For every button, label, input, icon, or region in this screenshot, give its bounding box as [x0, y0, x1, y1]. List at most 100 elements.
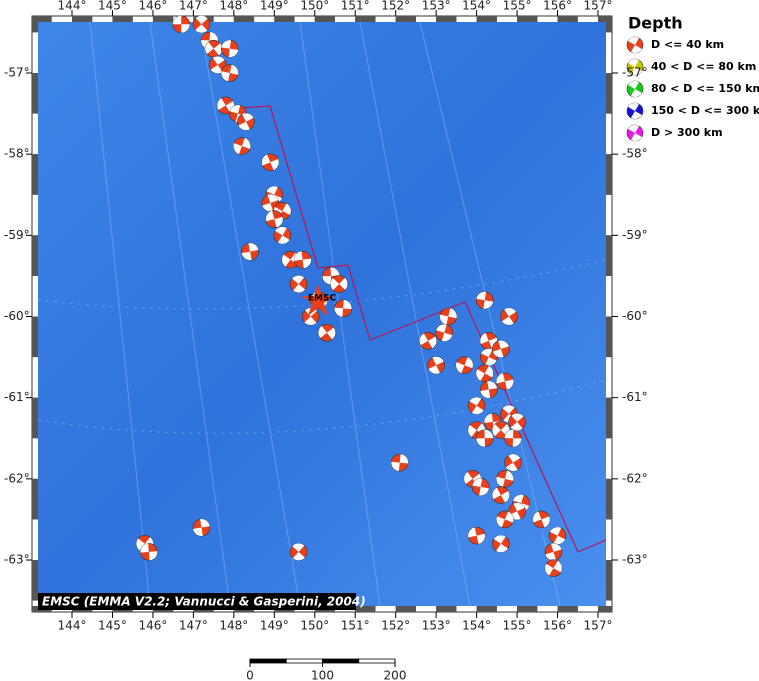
frame-segment	[476, 16, 497, 22]
beachball-quadrants	[205, 42, 223, 56]
beachball-quadrants	[496, 470, 514, 488]
beachball-quadrants	[221, 64, 239, 82]
lat-label-left: -60°	[4, 309, 30, 323]
beachball-quadrants	[480, 332, 498, 349]
legend-label: 80 < D <= 150 km	[651, 82, 759, 95]
frame-segment	[32, 235, 38, 276]
scale-segment	[358, 658, 396, 664]
station-star	[302, 284, 334, 316]
beachball-quadrants	[480, 381, 498, 399]
frame-segment	[517, 606, 538, 612]
focal-mechanism	[548, 526, 567, 545]
legend-symbol	[626, 124, 644, 142]
lon-label-bottom: 152°	[381, 619, 410, 633]
lon-label-top: 155°	[503, 0, 532, 13]
lat-label-left: -63°	[4, 553, 30, 567]
beachball-quadrants	[476, 365, 494, 381]
lat-label-right: -59°	[622, 228, 648, 242]
focal-mechanism	[293, 250, 312, 269]
beachball-quadrants	[476, 291, 494, 309]
beachball-quadrants	[496, 511, 514, 528]
focal-mechanism	[390, 453, 409, 472]
lon-label-top: 148°	[219, 0, 248, 13]
lon-label-top: 147°	[179, 0, 208, 13]
focal-mechanism	[241, 242, 259, 261]
scale-label: 100	[311, 669, 334, 681]
focal-mechanism	[427, 356, 445, 375]
focal-mechanism	[334, 299, 352, 318]
focal-mechanism	[504, 453, 522, 472]
lat-label-right: -60°	[622, 309, 648, 323]
focal-mechanism	[467, 396, 486, 415]
beachball-quadrants	[544, 560, 562, 576]
lon-label-bottom: 149°	[260, 619, 289, 633]
focal-mechanism	[221, 39, 239, 58]
frame-segment	[606, 316, 612, 358]
beachball-quadrants	[238, 113, 254, 131]
beachball-quadrants	[241, 243, 259, 261]
beachball-quadrants	[266, 186, 283, 204]
focal-mechanism	[496, 372, 514, 391]
beachball-quadrants	[505, 454, 521, 472]
focal-mechanism	[492, 340, 510, 358]
beachball-quadrants	[481, 348, 497, 366]
legend-symbol	[626, 36, 644, 54]
beachball-quadrants	[233, 138, 251, 155]
beachball-quadrants	[334, 299, 352, 317]
focal-mechanism	[318, 323, 336, 342]
frame-segment	[606, 478, 612, 520]
frame-segment	[436, 606, 457, 612]
lon-label-bottom: 153°	[422, 619, 451, 633]
beachball-quadrants	[468, 423, 486, 437]
lon-label-top: 145°	[98, 0, 127, 13]
lon-label-bottom: 154°	[462, 619, 491, 633]
lon-label-top: 157°	[584, 0, 613, 13]
frame-segment	[72, 16, 93, 22]
beachball-quadrants	[501, 307, 517, 326]
lon-label-bottom: 156°	[543, 619, 572, 633]
lon-label-top: 151°	[341, 0, 370, 13]
scale-bar: 0 100 200	[246, 658, 407, 681]
legend-title: Depth	[628, 14, 683, 33]
focal-mechanism	[419, 332, 437, 350]
focal-mechanism	[500, 307, 518, 326]
beachball-quadrants	[493, 535, 508, 553]
lat-label-right: -57°	[622, 66, 648, 80]
frame-segment	[606, 16, 612, 33]
legend-symbol	[626, 80, 644, 98]
focal-mechanism	[544, 543, 563, 561]
frame-segment	[598, 606, 612, 612]
beachball-quadrants	[292, 543, 305, 561]
lon-label-bottom: 157°	[584, 619, 613, 633]
scale-label: 200	[384, 669, 407, 681]
frame-segment	[32, 16, 38, 33]
plate-boundary	[237, 105, 607, 553]
scale-segment	[249, 658, 287, 664]
beachball-quadrants	[262, 194, 279, 212]
beachball-quadrants	[140, 543, 158, 561]
lon-label-top: 156°	[543, 0, 572, 13]
lat-label-left: -58°	[4, 147, 30, 161]
frame-segment	[598, 16, 612, 22]
frame-segment	[32, 397, 38, 439]
focal-mechanism	[233, 137, 251, 155]
focal-mechanism	[289, 543, 308, 561]
frame-segment	[606, 154, 612, 195]
focal-mechanism	[455, 356, 474, 375]
beachball-quadrants	[509, 502, 525, 520]
station-label: EMSC	[308, 294, 337, 304]
beachball-quadrants	[469, 397, 484, 415]
beachball-quadrants	[330, 277, 348, 291]
lon-label-top: 153°	[422, 0, 451, 13]
beachball-quadrants	[304, 307, 318, 326]
frame-segment	[517, 16, 538, 22]
focal-mechanism	[192, 518, 211, 537]
lat-label-left: -61°	[4, 390, 30, 404]
frame-segment	[606, 235, 612, 276]
beachball-quadrants	[391, 454, 409, 472]
focal-mechanism	[508, 413, 526, 431]
legend-label: 150 < D <= 300 km	[651, 104, 759, 117]
focal-mechanism	[475, 364, 494, 383]
beachball-quadrants	[496, 373, 514, 390]
credit-box	[38, 593, 356, 610]
